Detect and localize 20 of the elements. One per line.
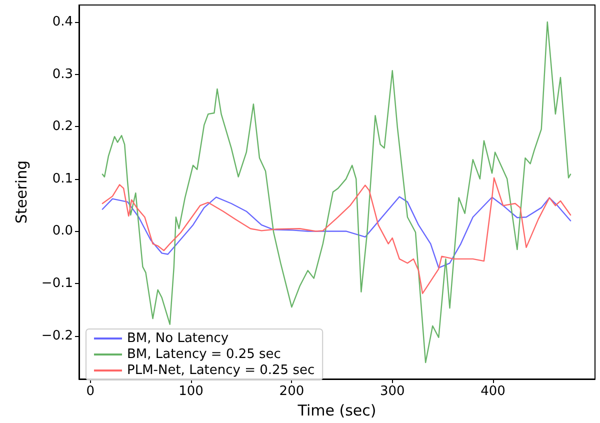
y-tick-label: 0.1 [52, 171, 73, 186]
x-tick-label: 0 [86, 384, 95, 399]
y-tick-label: −0.1 [41, 276, 73, 292]
y-axis-title: Steering [12, 160, 30, 224]
line-series [102, 21, 572, 364]
line-series [102, 196, 572, 268]
y-tick-label: 0.4 [52, 14, 73, 30]
legend-label: BM, Latency = 0.25 sec [127, 347, 281, 362]
x-tick-label: 300 [380, 384, 405, 399]
x-axis-title: Time (sec) [296, 402, 376, 420]
y-tick-label: 0.2 [52, 119, 73, 134]
legend-label: BM, No Latency [127, 331, 229, 346]
x-tick-label: 200 [279, 384, 304, 399]
legend-label: PLM-Net, Latency = 0.25 sec [127, 363, 315, 378]
line-series [102, 177, 572, 294]
y-tick-label: 0.3 [52, 66, 73, 82]
x-tick-label: 100 [178, 384, 204, 399]
x-tick-label: 400 [480, 384, 506, 399]
y-tick-label: −0.2 [41, 328, 73, 344]
y-tick-label: 0.0 [52, 224, 73, 239]
